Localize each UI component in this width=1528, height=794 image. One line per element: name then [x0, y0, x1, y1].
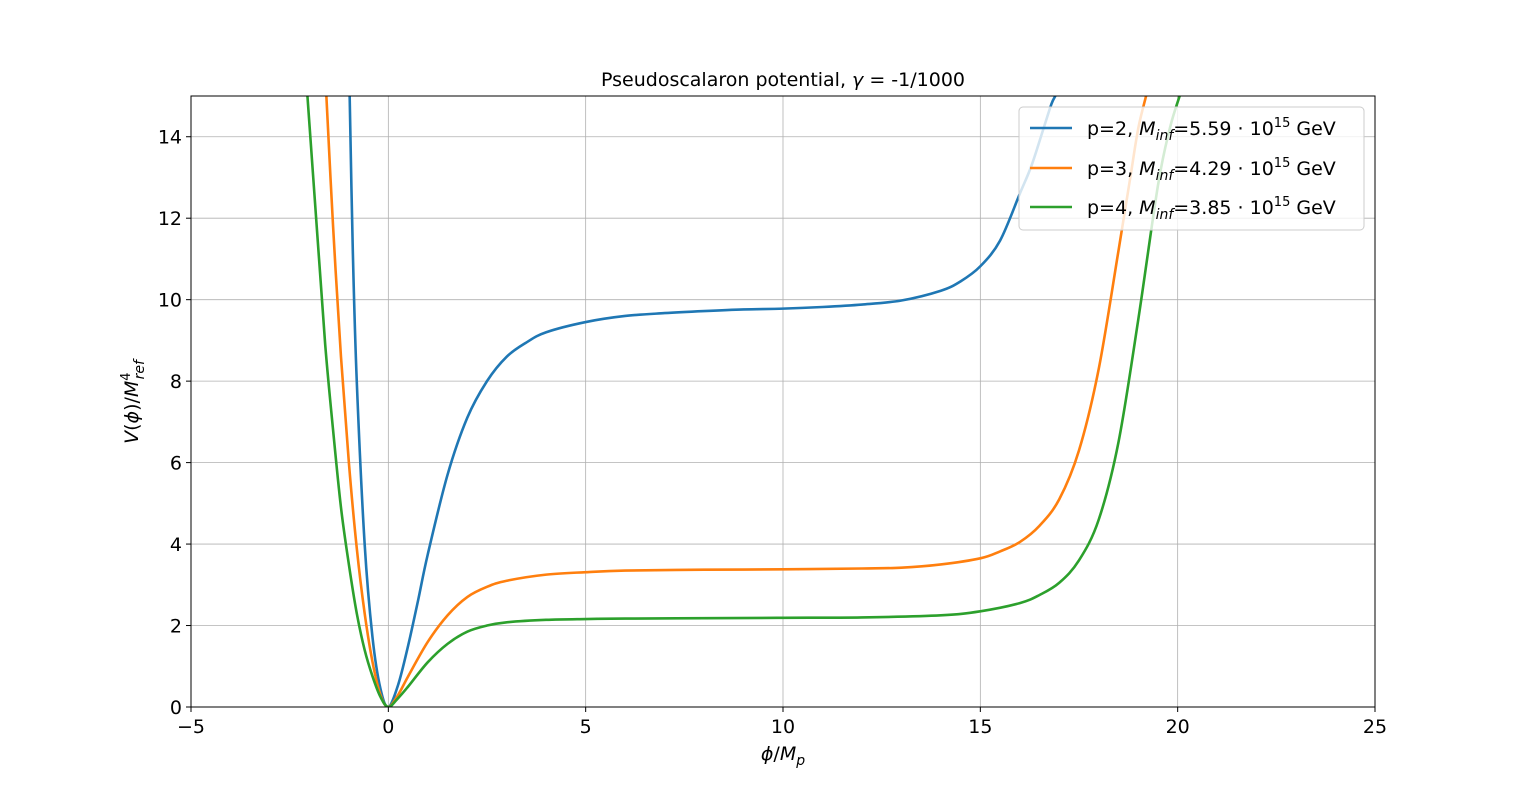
- x-axis-label: ϕ/Mp: [761, 743, 805, 769]
- x-tick-label: 15: [968, 716, 992, 738]
- y-tick-label: 10: [158, 290, 182, 312]
- x-tick-label: 0: [382, 716, 394, 738]
- y-axis-ticks: 0 2 4 6 8 10 12 14: [158, 127, 191, 719]
- legend-box: [1018, 106, 1365, 231]
- legend: p=2, Minf=5.59 · 1015 GeV p=3, Minf=4.29…: [1018, 106, 1365, 231]
- legend-label-p4: p=4, Minf=3.85 · 1015 GeV: [1087, 195, 1336, 223]
- x-tick-label: 5: [580, 716, 592, 738]
- legend-label-p2: p=2, Minf=5.59 · 1015 GeV: [1087, 116, 1336, 144]
- x-tick-label: 25: [1363, 716, 1387, 738]
- y-tick-label: 0: [170, 697, 182, 719]
- legend-label-p3: p=3, Minf=4.29 · 1015 GeV: [1087, 156, 1336, 184]
- x-tick-label: −5: [177, 716, 205, 738]
- y-tick-label: 6: [170, 453, 182, 475]
- series-line-4: [306, 96, 1181, 707]
- series-line-2: [348, 96, 1057, 707]
- y-tick-label: 14: [158, 127, 182, 149]
- x-tick-label: 20: [1166, 716, 1190, 738]
- y-tick-label: 4: [170, 534, 182, 556]
- x-axis-ticks: −5 0 5 10 15 20 25: [177, 707, 1387, 738]
- series-line-3: [325, 96, 1148, 707]
- series-group: [306, 96, 1181, 707]
- chart-title: Pseudoscalaron potential, γ = -1/1000: [601, 69, 965, 91]
- y-tick-label: 12: [158, 208, 182, 230]
- y-axis-label: V(ϕ)/M4ref: [119, 358, 148, 444]
- y-tick-label: 8: [170, 371, 182, 393]
- x-tick-label: 10: [771, 716, 795, 738]
- y-tick-label: 2: [170, 616, 182, 638]
